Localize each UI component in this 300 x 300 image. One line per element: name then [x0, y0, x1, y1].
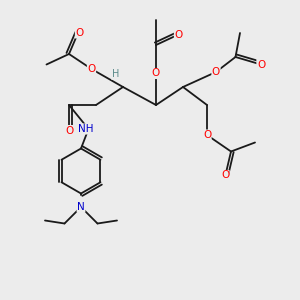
Text: O: O	[174, 29, 183, 40]
Text: NH: NH	[78, 124, 93, 134]
Text: O: O	[65, 125, 73, 136]
Text: H: H	[112, 69, 119, 80]
Text: O: O	[152, 68, 160, 79]
Text: N: N	[77, 202, 85, 212]
Text: O: O	[221, 170, 229, 181]
Text: O: O	[203, 130, 211, 140]
Text: O: O	[257, 59, 265, 70]
Text: O: O	[75, 28, 84, 38]
Text: O: O	[87, 64, 96, 74]
Text: O: O	[212, 67, 220, 77]
